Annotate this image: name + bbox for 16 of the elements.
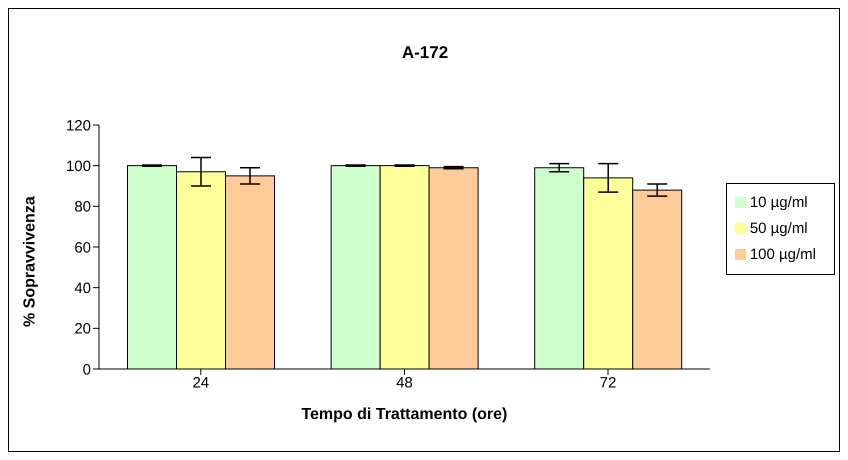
y-axis-title: % Sopravvivenza <box>22 196 39 327</box>
legend-label: 50 µg/ml <box>750 220 808 237</box>
y-tick-label: 80 <box>74 198 91 216</box>
y-tick-label: 120 <box>66 117 91 134</box>
y-tick-label: 100 <box>66 158 91 175</box>
legend-label: 100 µg/ml <box>750 246 816 263</box>
y-tick-label: 40 <box>74 280 91 297</box>
x-tick-label: 72 <box>600 374 616 392</box>
y-tick-label: 20 <box>74 320 91 338</box>
chart-title: A-172 <box>400 43 450 63</box>
x-tick-label: 24 <box>192 374 210 392</box>
legend-label: 10 µg/ml <box>750 194 808 211</box>
x-axis-title: Tempo di Trattamento (ore) <box>301 406 508 423</box>
y-tick-label: 60 <box>74 239 91 256</box>
x-tick-label: 48 <box>396 374 413 392</box>
y-tick-label: 0 <box>82 361 91 378</box>
